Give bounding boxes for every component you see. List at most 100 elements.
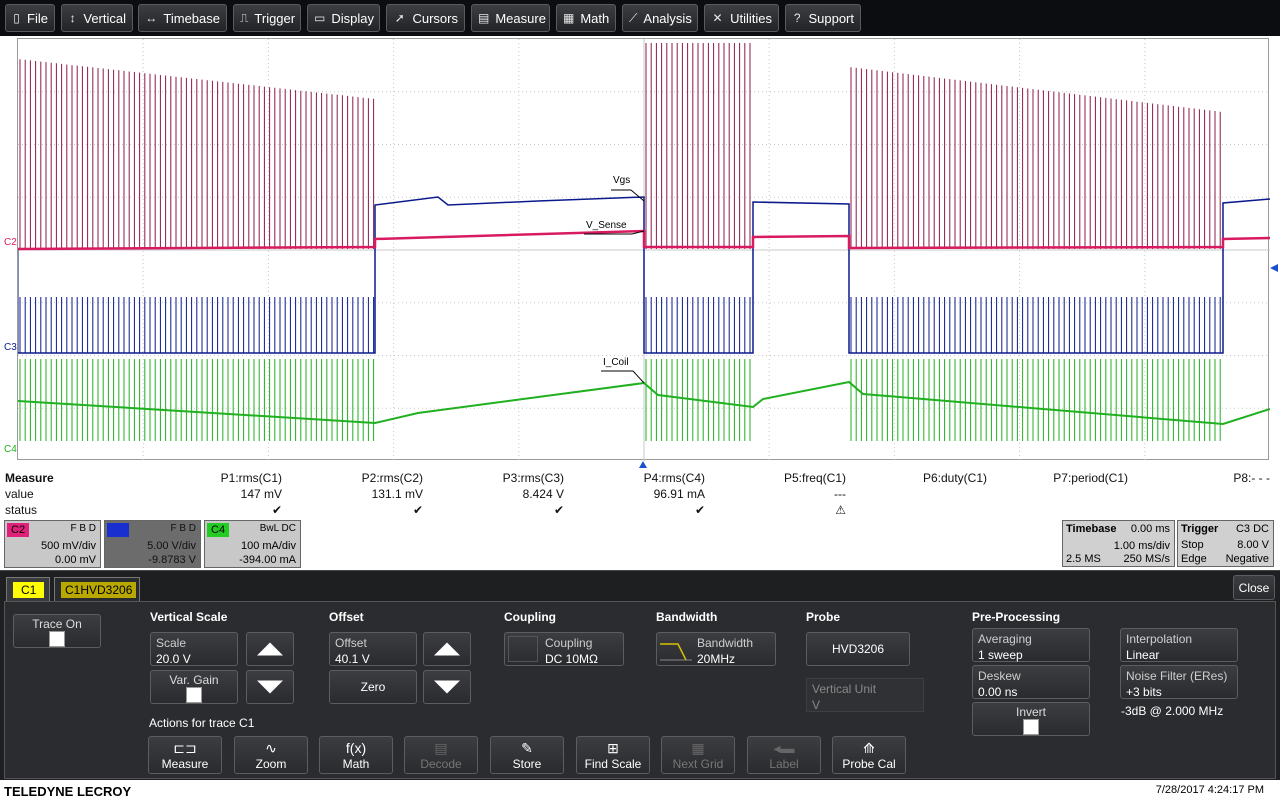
offset-up-button[interactable] bbox=[423, 632, 471, 666]
timebase-box[interactable]: Timebase 0.00 ms 1.00 ms/div 2.5 MS 250 … bbox=[1062, 520, 1175, 567]
math-action-button[interactable]: f(x) Math bbox=[319, 736, 393, 774]
timebase-title: Timebase bbox=[1066, 523, 1117, 535]
deskew-field[interactable]: Deskew 0.00 ns bbox=[972, 665, 1090, 699]
channel-c4-descriptor[interactable]: C4 BwL DC 100 mA/div -394.00 mA bbox=[204, 520, 301, 568]
invert-checkbox[interactable] bbox=[1023, 719, 1039, 735]
trigger-type: Edge bbox=[1181, 553, 1207, 565]
deskew-value: 0.00 ns bbox=[978, 685, 1018, 699]
channel-flags: BwL DC bbox=[259, 523, 296, 534]
measure-action-button[interactable]: ⊏⊐ Measure bbox=[148, 736, 222, 774]
offset-down-button[interactable] bbox=[423, 670, 471, 704]
trigger-level-marker[interactable] bbox=[1270, 264, 1278, 272]
offset-field[interactable]: Offset 40.1 V bbox=[329, 632, 417, 666]
coupling-select[interactable]: Coupling DC 10MΩ bbox=[504, 632, 624, 666]
find-scale-action-button[interactable]: ⊞ Find Scale bbox=[576, 736, 650, 774]
trigger-slope: Negative bbox=[1225, 553, 1269, 565]
menu-timebase-button[interactable]: ↔ Timebase bbox=[138, 4, 227, 32]
averaging-field[interactable]: Averaging 1 sweep bbox=[972, 628, 1090, 662]
trace-c3-pulses bbox=[18, 249, 1221, 353]
display-icon: ▭ bbox=[314, 11, 326, 25]
tab-c1-probe-label: C1HVD3206 bbox=[61, 581, 137, 598]
menu-bar: ▯ File ↕ Vertical ↔ Timebase ⎍ Trigger ▭ Display ➚… bbox=[0, 0, 1280, 36]
noise-filter-value: +3 bits bbox=[1126, 685, 1162, 699]
action-label: Find Scale bbox=[584, 757, 642, 771]
trace-c2 bbox=[18, 229, 1270, 251]
bandwidth-select[interactable]: Bandwidth 20MHz bbox=[656, 632, 776, 666]
trace-on-label: Trace On bbox=[32, 617, 82, 631]
trace-label-vgs: Vgs bbox=[613, 175, 631, 186]
probe-title: Probe bbox=[806, 610, 841, 624]
coupling-label: Coupling bbox=[545, 636, 593, 650]
label-action-button: ◂▬ Label bbox=[747, 736, 821, 774]
label-icon: ◂▬ bbox=[773, 740, 795, 756]
menu-vertical-button[interactable]: ↕ Vertical bbox=[61, 4, 133, 32]
trace-label-i-coil: I_Coil bbox=[603, 357, 629, 368]
var-gain-toggle[interactable]: Var. Gain bbox=[150, 670, 238, 704]
tools-icon: ✕ bbox=[712, 11, 723, 25]
trigger-time-marker[interactable] bbox=[639, 461, 647, 468]
menu-timebase-label: Timebase bbox=[163, 10, 220, 26]
measure-title: Measure bbox=[5, 471, 54, 485]
measure-param-value: --- bbox=[834, 487, 846, 501]
channel-c2-descriptor[interactable]: C2 F B D 500 mV/div 0.00 mV bbox=[4, 520, 101, 568]
down-arrow-icon bbox=[434, 680, 460, 694]
action-label: Measure bbox=[161, 757, 209, 771]
measure-param-name: P3:rms(C3) bbox=[502, 471, 564, 485]
menu-support-button[interactable]: ? Support bbox=[785, 4, 861, 32]
measure-status-label: status bbox=[5, 503, 38, 517]
menu-utilities-button[interactable]: ✕ Utilities bbox=[704, 4, 779, 32]
menu-cursors-button[interactable]: ➚ Cursors bbox=[386, 4, 465, 32]
interpolation-value: Linear bbox=[1126, 648, 1160, 662]
trigger-box[interactable]: Trigger C3 DC Stop 8.00 V Edge Negative bbox=[1177, 520, 1274, 567]
close-button[interactable]: Close bbox=[1233, 575, 1275, 600]
interpolation-select[interactable]: Interpolation Linear bbox=[1120, 628, 1238, 662]
invert-toggle[interactable]: Invert bbox=[972, 702, 1090, 736]
trace-on-checkbox[interactable] bbox=[49, 631, 65, 647]
menu-trigger-button[interactable]: ⎍ Trigger bbox=[233, 4, 301, 32]
trace-on-toggle[interactable]: Trace On bbox=[13, 614, 101, 648]
zero-offset-button[interactable]: Zero bbox=[329, 670, 417, 704]
coupling-title: Coupling bbox=[504, 610, 556, 624]
zoom-action-button[interactable]: ∿ Zoom bbox=[234, 736, 308, 774]
scale-field[interactable]: Scale 20.0 V bbox=[150, 632, 238, 666]
channel-c3-descriptor[interactable]: C3 F B D 5.00 V/div -9.8783 V bbox=[104, 520, 201, 568]
measure-param-status: ⚠ bbox=[835, 503, 846, 517]
noise-filter-select[interactable]: Noise Filter (ERes) +3 bits bbox=[1120, 665, 1238, 699]
measure-value-label: value bbox=[5, 487, 34, 501]
menu-measure-button[interactable]: ▤ Measure bbox=[471, 4, 550, 32]
channel-tag: C2 bbox=[7, 523, 30, 537]
bandwidth-value: 20MHz bbox=[697, 652, 736, 666]
action-label: Next Grid bbox=[672, 757, 724, 771]
coupling-value: DC 10MΩ bbox=[545, 652, 598, 666]
menu-display-label: Display bbox=[331, 10, 374, 26]
coupling-icon bbox=[508, 636, 538, 662]
probe-cal-action-button[interactable]: ⟰ Probe Cal bbox=[832, 736, 906, 774]
probe-button[interactable]: HVD3206 bbox=[806, 632, 910, 666]
action-label: Probe Cal bbox=[842, 757, 896, 771]
waveform-grid[interactable]: Vgs V_Sense I_Coil bbox=[17, 38, 1270, 461]
vertical-unit-label: Vertical Unit bbox=[812, 682, 877, 696]
measure-param-value: 147 mV bbox=[240, 487, 282, 501]
measure-param-name: P7:period(C1) bbox=[1053, 471, 1128, 485]
trigger-title: Trigger bbox=[1181, 523, 1219, 535]
menu-analysis-button[interactable]: ⟋ Analysis bbox=[622, 4, 698, 32]
measure-param-status: ✔ bbox=[694, 503, 705, 517]
trace-c3 bbox=[18, 196, 1270, 354]
tab-c1[interactable]: C1 bbox=[6, 577, 50, 601]
store-action-button[interactable]: ✎ Store bbox=[490, 736, 564, 774]
scale-down-button[interactable] bbox=[246, 670, 294, 704]
interpolation-label: Interpolation bbox=[1126, 632, 1193, 646]
timebase-samples: 2.5 MS bbox=[1066, 553, 1101, 565]
analysis-icon: ⟋ bbox=[629, 10, 638, 25]
tab-c1-probe[interactable]: C1HVD3206 bbox=[54, 577, 140, 601]
var-gain-checkbox[interactable] bbox=[186, 687, 202, 703]
menu-file-button[interactable]: ▯ File bbox=[5, 4, 55, 32]
vertical-scale-title: Vertical Scale bbox=[150, 610, 228, 624]
measure-param-status: ✔ bbox=[271, 503, 282, 517]
measure-param-name: P8:- - - bbox=[1233, 471, 1270, 485]
scale-up-button[interactable] bbox=[246, 632, 294, 666]
menu-display-button[interactable]: ▭ Display bbox=[307, 4, 380, 32]
horizontal-arrows-icon: ↔ bbox=[145, 11, 158, 25]
help-icon: ? bbox=[793, 11, 801, 25]
menu-math-button[interactable]: ▦ Math bbox=[556, 4, 616, 32]
